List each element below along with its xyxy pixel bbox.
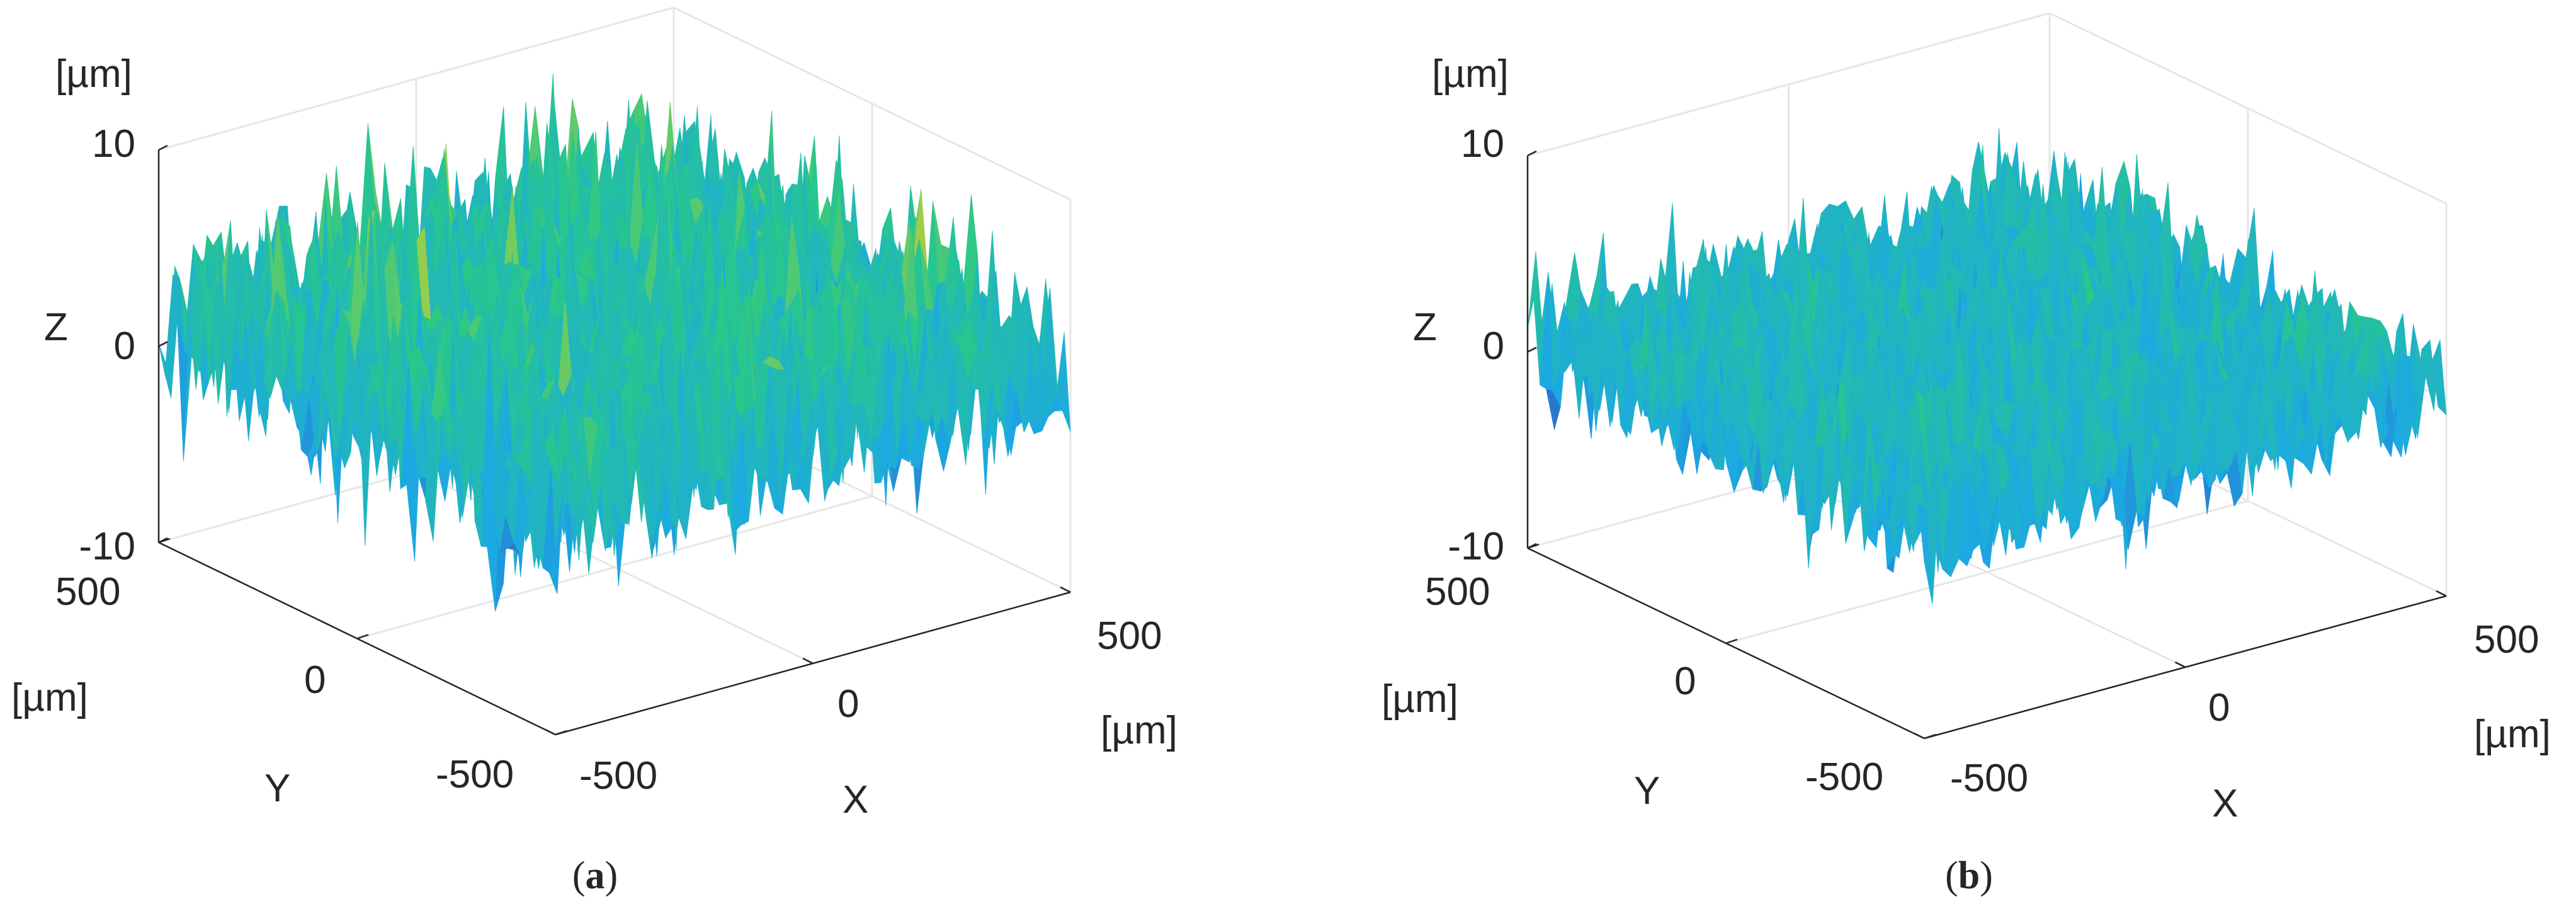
x-tick-mark xyxy=(1060,587,1070,592)
y-tick-500: 500 xyxy=(55,570,120,614)
z-tick-neg10: -10 xyxy=(79,525,135,568)
surface-plot-b: [µm] 10 Z 0 -10 500 [µm] 0 Y -500 -500 0… xyxy=(1373,0,2576,908)
z-tick-10: 10 xyxy=(92,122,135,166)
x-axis-label: X xyxy=(843,778,868,822)
y-tick-neg500: -500 xyxy=(436,753,514,796)
y-axis-label: Y xyxy=(264,767,290,810)
panel-caption-a: (a) xyxy=(572,854,618,897)
y-tick-0: 0 xyxy=(304,658,326,702)
x-tick-mark xyxy=(803,658,813,663)
y-unit-label: [µm] xyxy=(11,676,88,719)
x-tick-500: 500 xyxy=(1097,614,1162,658)
surface-mesh-b xyxy=(1528,128,2446,604)
x-tick-mark xyxy=(545,730,555,735)
surface-facet xyxy=(1056,332,1070,432)
panel-a: [µm] 10 Z 0 -10 500 [µm] 0 Y -500 -500 0… xyxy=(0,0,1288,908)
x-unit-label: [µm] xyxy=(1101,709,1177,752)
surface-facet xyxy=(165,275,179,398)
surface-mesh-a xyxy=(159,73,1070,611)
surface-plot-a: [µm] 10 Z 0 -10 500 [µm] 0 Y -500 -500 0… xyxy=(0,0,1288,908)
z-axis-label: Z xyxy=(44,306,68,349)
panel-b: [µm] 10 Z 0 -10 500 [µm] 0 Y -500 -500 0… xyxy=(1373,0,2576,908)
x-tick-0: 0 xyxy=(837,682,859,726)
x-tick-neg500: -500 xyxy=(579,754,657,798)
z-tick-0: 0 xyxy=(114,324,135,368)
z-unit-label: [µm] xyxy=(55,52,132,96)
